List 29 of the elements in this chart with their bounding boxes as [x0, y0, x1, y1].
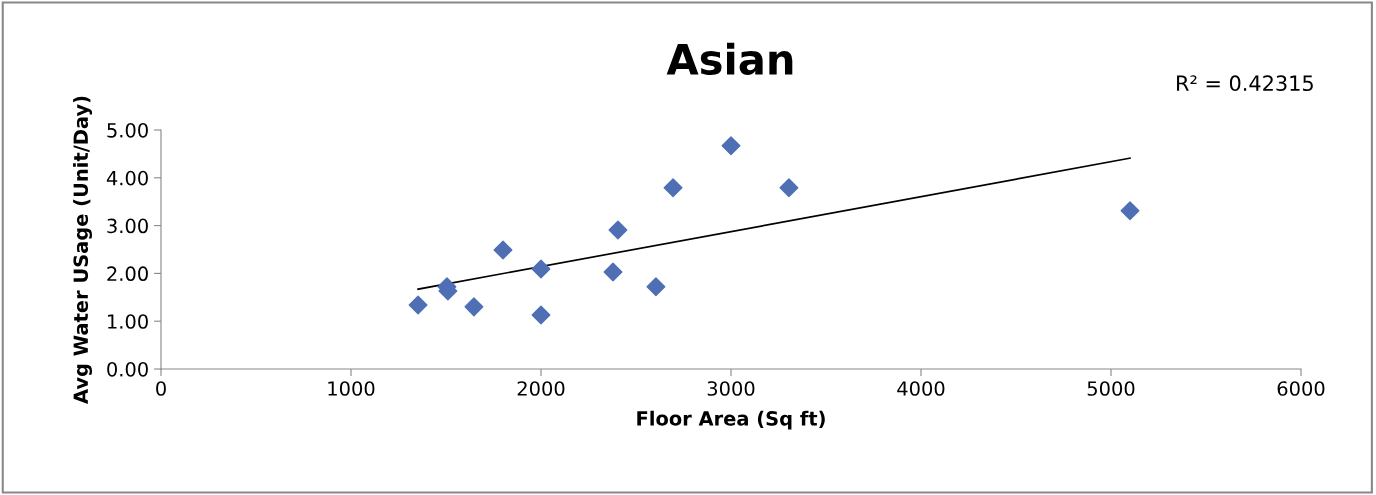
point — [493, 240, 513, 260]
y-tick-label: 3.00 — [107, 218, 148, 234]
x-axis-title: Floor Area (Sq ft) — [637, 410, 825, 430]
point — [646, 277, 666, 297]
text: R² = 0.42315 — [1177, 75, 1313, 92]
point — [608, 220, 628, 240]
x-tick-label: 2000 — [517, 381, 565, 396]
point — [531, 305, 551, 325]
point — [721, 136, 741, 156]
y-axis-title: Avg Water USage (Unit/Day) — [73, 96, 93, 404]
y-tick-label: 5.00 — [107, 122, 148, 138]
point — [779, 178, 799, 198]
point — [408, 295, 428, 315]
point — [603, 262, 623, 282]
y-tick-label: 1.00 — [108, 314, 148, 329]
y-tick-label: 0.00 — [107, 361, 148, 377]
y-tick-label: 2.00 — [107, 266, 148, 282]
y-tick-label: 4.00 — [106, 170, 148, 186]
x-tick-label: 0 — [156, 381, 166, 396]
x-tick-label: 1000 — [328, 381, 375, 396]
x-tick-label: 5000 — [1087, 381, 1135, 396]
point — [663, 178, 683, 198]
x-tick-label: 3000 — [707, 381, 755, 396]
x-tick-label: 6000 — [1277, 381, 1325, 396]
point — [464, 297, 484, 317]
point — [531, 259, 551, 279]
chart-title: Asian — [666, 42, 793, 76]
x-tick-label: 4000 — [897, 381, 945, 396]
point — [1120, 201, 1140, 221]
